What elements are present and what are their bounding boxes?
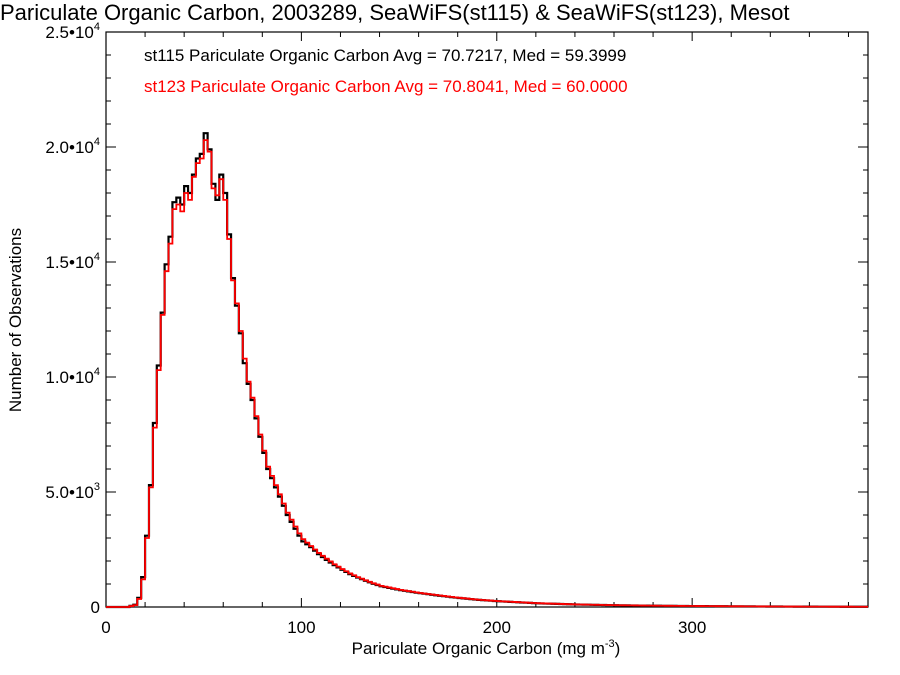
y-axis-title: Number of Observations <box>6 228 25 412</box>
y-tick-label: 5.0•103 <box>45 481 100 502</box>
series-line-1 <box>106 139 868 608</box>
legend-entry-st123: st123 Pariculate Organic Carbon Avg = 70… <box>144 77 628 96</box>
axes-layer: 0 100 200 300 0 5.0•103 1.0•104 1.5•104 2.0•104 2… <box>45 21 869 637</box>
y-tick-label: 2.0•104 <box>45 136 100 157</box>
chart-title: Pariculate Organic Carbon, 2003289, SeaW… <box>0 0 790 25</box>
series-layer <box>106 132 868 609</box>
legend-entry-st115: st115 Pariculate Organic Carbon Avg = 70… <box>144 46 626 65</box>
x-tick-label: 200 <box>483 618 511 637</box>
x-tick-label: 0 <box>101 618 110 637</box>
legend: st115 Pariculate Organic Carbon Avg = 70… <box>144 46 628 96</box>
x-tick-label: 100 <box>287 618 315 637</box>
y-tick-label: 0 <box>91 598 100 617</box>
x-axis-title: Pariculate Organic Carbon (mg m-3) <box>352 638 621 658</box>
x-tick-label: 300 <box>678 618 706 637</box>
series-line-0 <box>106 132 868 609</box>
y-tick-label: 1.5•104 <box>45 251 100 272</box>
plot-frame <box>105 31 869 608</box>
y-tick-label: 1.0•104 <box>45 366 100 387</box>
y-tick-label: 2.5•104 <box>45 21 100 42</box>
